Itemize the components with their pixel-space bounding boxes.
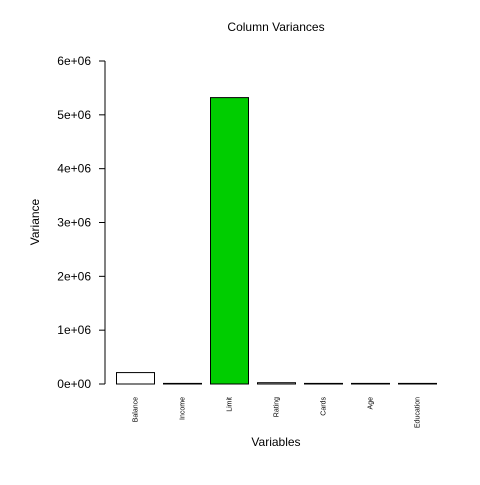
y-tick-label: 0e+00 bbox=[57, 377, 91, 391]
chart-title: Column Variances bbox=[227, 20, 324, 34]
x-tick-label-income: Income bbox=[180, 397, 187, 420]
bar-limit bbox=[210, 97, 249, 385]
y-axis-ticks: 0e+00 1e+06 2e+06 3e+06 4e+06 5e+06 6e+06 bbox=[57, 54, 105, 391]
bar-income bbox=[163, 382, 202, 385]
x-axis-label: Variables bbox=[251, 435, 300, 449]
y-tick-label: 5e+06 bbox=[57, 108, 91, 122]
y-tick-label: 4e+06 bbox=[57, 162, 91, 176]
x-tick-label-limit: Limit bbox=[227, 397, 234, 412]
y-axis-label: Variance bbox=[28, 198, 42, 245]
y-tick-label: 3e+06 bbox=[57, 216, 91, 230]
bar-rating bbox=[257, 382, 296, 385]
bars bbox=[116, 97, 437, 385]
bar-cards bbox=[304, 382, 343, 385]
x-tick-label-education: Education bbox=[415, 397, 422, 428]
x-axis-tick-labels: Balance Income Limit Rating Cards Age Educatio… bbox=[133, 397, 422, 429]
x-tick-label-age: Age bbox=[368, 397, 375, 410]
bar-balance bbox=[116, 372, 155, 385]
x-tick-label-balance: Balance bbox=[133, 397, 140, 422]
y-tick-label: 1e+06 bbox=[57, 323, 91, 337]
bar-age bbox=[351, 382, 390, 385]
x-tick-label-rating: Rating bbox=[274, 397, 281, 417]
bar-education bbox=[398, 382, 437, 385]
y-tick-label: 2e+06 bbox=[57, 269, 91, 283]
y-tick-label: 6e+06 bbox=[57, 54, 91, 68]
x-tick-label-cards: Cards bbox=[321, 397, 328, 416]
